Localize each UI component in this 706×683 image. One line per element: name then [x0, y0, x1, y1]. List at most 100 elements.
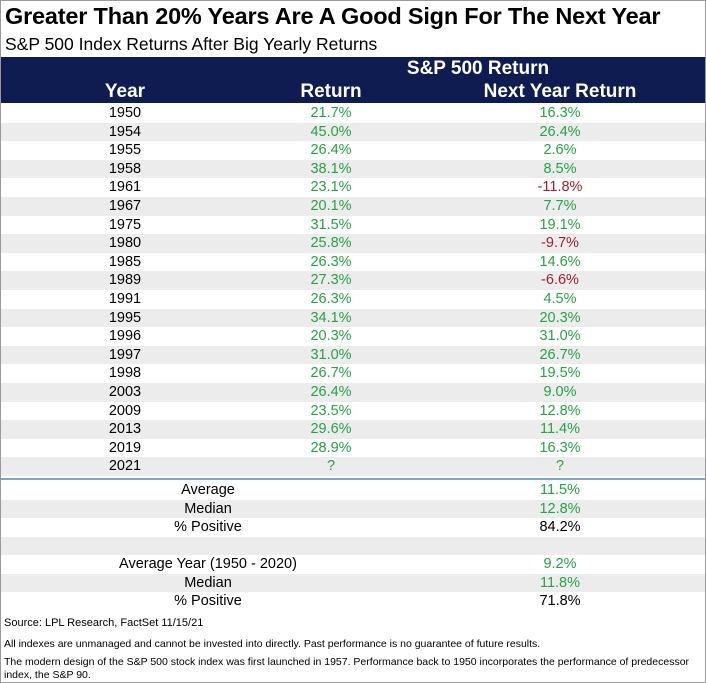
- return-cell: 45.0%: [310, 123, 352, 140]
- return-cell: 31.0%: [310, 346, 352, 363]
- year-cell: 1967: [108, 197, 142, 214]
- next-year-return-cell: 20.3%: [539, 309, 581, 326]
- summary-label: Average Year (1950 - 2020): [119, 556, 297, 572]
- disclaimer-text: The modern design of the S&P 500 stock i…: [4, 656, 690, 681]
- summary-label: Median: [184, 574, 232, 591]
- table-row: 2013 29.6% 11.4%: [1, 420, 705, 439]
- year-cell: 1996: [108, 328, 142, 345]
- next-year-return-cell: 7.7%: [543, 197, 577, 214]
- summary-block: Average 11.5% Median 12.8% % Positive 84.2% Av…: [1, 481, 705, 611]
- table-row: 2009 23.5% 12.8%: [1, 402, 705, 421]
- next-year-return-cell: 19.5%: [539, 365, 581, 382]
- chart-title: Greater Than 20% Years Are A Good Sign F…: [5, 3, 661, 29]
- table-row: 1958 38.1% 8.5%: [1, 159, 705, 179]
- next-year-return-cell: 26.7%: [539, 346, 581, 363]
- table-row: 2019 28.9% 16.3%: [1, 439, 705, 458]
- table-row: 2003 26.4% 9.0%: [1, 382, 705, 402]
- year-cell: 1989: [108, 272, 142, 289]
- year-cell: 1991: [108, 290, 142, 307]
- next-year-return-cell: ?: [555, 458, 565, 475]
- summary-row: Median 12.8%: [1, 499, 705, 518]
- table-body: 1950 21.7% 16.3% 1954 45.0% 26.4% 1955 26.4% 2.6…: [1, 104, 705, 476]
- summary-value: 84.2%: [539, 519, 581, 535]
- table-header: S&P 500 Return Year Return Next Year Ret…: [1, 57, 705, 103]
- next-year-return-cell: -6.6%: [541, 272, 579, 289]
- next-year-return-cell: 9.0%: [543, 383, 577, 400]
- disclaimer-text: All indexes are unmanaged and cannot be …: [4, 638, 541, 650]
- return-cell: 21.7%: [310, 105, 352, 121]
- summary-row: Average Year (1950 - 2020) 9.2%: [1, 555, 705, 574]
- summary-row: Median 11.8%: [1, 573, 705, 592]
- table-row: 1995 34.1% 20.3%: [1, 308, 705, 328]
- table-row: 1967 20.1% 7.7%: [1, 196, 705, 216]
- column-header-next-year-return: Next Year Return: [483, 81, 637, 102]
- year-cell: 1995: [108, 309, 142, 326]
- table-row: 1954 45.0% 26.4%: [1, 122, 705, 142]
- table-row: 1961 23.1% -11.8%: [1, 178, 705, 197]
- return-cell: 25.8%: [310, 235, 352, 252]
- return-cell: ?: [326, 458, 336, 475]
- table-separator: [1, 478, 705, 480]
- table-row: 1991 26.3% 4.5%: [1, 290, 705, 309]
- table-row: 1955 26.4% 2.6%: [1, 141, 705, 160]
- chart-subtitle: S&P 500 Index Returns After Big Yearly R…: [5, 34, 378, 54]
- return-cell: 23.5%: [310, 402, 352, 419]
- year-cell: 2021: [108, 458, 142, 475]
- summary-label: % Positive: [174, 593, 242, 609]
- table-row: 1998 26.7% 19.5%: [1, 364, 705, 383]
- next-year-return-cell: -11.8%: [537, 179, 583, 196]
- source-note: Source: LPL Research, FactSet 11/15/21: [4, 617, 204, 629]
- return-cell: 38.1%: [310, 160, 352, 177]
- return-cell: 34.1%: [310, 309, 352, 326]
- next-year-return-cell: 14.6%: [539, 253, 581, 270]
- return-cell: 31.5%: [310, 216, 352, 233]
- next-year-return-cell: -9.7%: [541, 235, 579, 252]
- return-cell: 23.1%: [310, 179, 352, 196]
- year-cell: 1950: [108, 105, 142, 121]
- return-cell: 26.4%: [310, 383, 352, 400]
- column-header-year: Year: [104, 81, 146, 102]
- year-cell: 2013: [108, 421, 142, 438]
- summary-row: % Positive 84.2%: [1, 518, 705, 537]
- return-cell: 26.3%: [310, 290, 352, 307]
- next-year-return-cell: 16.3%: [539, 105, 581, 121]
- return-cell: 20.1%: [310, 197, 352, 214]
- year-cell: 1958: [108, 160, 142, 177]
- return-cell: 29.6%: [310, 421, 352, 438]
- return-cell: 26.7%: [310, 365, 352, 382]
- table-row: 1950 21.7% 16.3%: [1, 104, 705, 123]
- year-cell: 2019: [108, 439, 142, 456]
- table-row: 1997 31.0% 26.7%: [1, 345, 705, 365]
- table-row: 1989 27.3% -6.6%: [1, 271, 705, 290]
- summary-row: Average 11.5%: [1, 481, 705, 500]
- year-cell: 1955: [108, 142, 142, 159]
- column-header-return: Return: [300, 81, 362, 102]
- summary-value: 71.8%: [539, 593, 581, 609]
- next-year-return-cell: 26.4%: [539, 123, 581, 140]
- summary-label: Median: [184, 500, 232, 517]
- table-row: 2021??: [1, 457, 705, 476]
- next-year-return-cell: 11.4%: [539, 421, 581, 438]
- next-year-return-cell: 8.5%: [543, 160, 577, 177]
- summary-value: 11.5%: [539, 482, 581, 498]
- summary-value: 12.8%: [539, 500, 581, 517]
- next-year-return-cell: 19.1%: [539, 216, 581, 233]
- next-year-return-cell: 31.0%: [539, 328, 581, 345]
- next-year-return-cell: 4.5%: [543, 290, 577, 307]
- table-row: 1985 26.3% 14.6%: [1, 253, 705, 272]
- return-cell: 26.3%: [310, 253, 352, 270]
- summary-row: [1, 536, 705, 555]
- summary-row: % Positive 71.8%: [1, 592, 705, 611]
- return-cell: 26.4%: [310, 142, 352, 159]
- return-cell: 20.3%: [310, 328, 352, 345]
- year-cell: 1954: [108, 123, 142, 140]
- year-cell: 1975: [108, 216, 142, 233]
- summary-label: % Positive: [174, 519, 242, 535]
- year-cell: 1980: [108, 235, 142, 252]
- return-cell: 27.3%: [310, 272, 352, 289]
- summary-value: 11.8%: [539, 574, 581, 591]
- summary-label: Average: [181, 482, 235, 498]
- next-year-return-cell: 2.6%: [543, 142, 577, 159]
- table-row: 1980 25.8% -9.7%: [1, 234, 705, 253]
- year-cell: 2003: [108, 383, 142, 400]
